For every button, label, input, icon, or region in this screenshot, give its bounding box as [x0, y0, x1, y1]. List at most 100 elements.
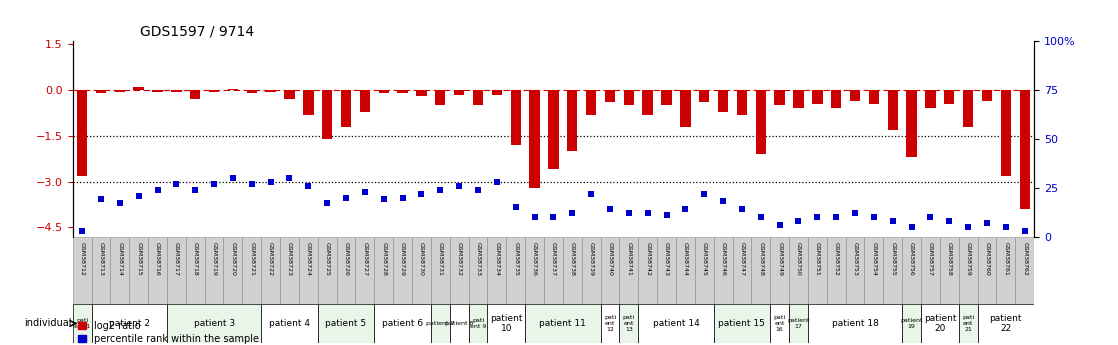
Point: [92, 197, 110, 202]
Point: [865, 214, 883, 220]
Text: GSM38761: GSM38761: [1003, 242, 1008, 276]
Bar: [619, 304, 638, 343]
Text: pati
ent 1: pati ent 1: [74, 318, 91, 329]
Text: GSM38720: GSM38720: [230, 242, 236, 276]
Point: [525, 214, 543, 220]
Point: [582, 191, 600, 196]
Bar: [228, 89, 238, 90]
Text: GSM38747: GSM38747: [739, 242, 745, 276]
Text: patient 15: patient 15: [719, 319, 766, 328]
Bar: [468, 304, 487, 343]
Bar: [850, 90, 860, 101]
Text: GSM38756: GSM38756: [909, 242, 915, 276]
Text: GDS1597 / 9714: GDS1597 / 9714: [140, 25, 254, 39]
Bar: [775, 90, 785, 106]
Bar: [808, 237, 827, 304]
Text: pati
ent
16: pati ent 16: [774, 315, 786, 332]
Bar: [492, 90, 502, 95]
Bar: [600, 304, 619, 343]
Text: GSM38746: GSM38746: [721, 242, 726, 276]
Text: GSM38750: GSM38750: [796, 242, 800, 276]
Text: GSM38719: GSM38719: [211, 242, 217, 276]
Text: GSM38725: GSM38725: [324, 242, 330, 276]
Bar: [662, 90, 672, 106]
Point: [827, 214, 845, 220]
Bar: [299, 237, 318, 304]
Bar: [262, 237, 280, 304]
Bar: [977, 304, 1034, 343]
Point: [959, 224, 977, 229]
Bar: [262, 304, 318, 343]
Bar: [167, 237, 186, 304]
Point: [338, 195, 356, 200]
Point: [846, 210, 864, 216]
Bar: [888, 90, 898, 130]
Bar: [468, 237, 487, 304]
Bar: [92, 304, 167, 343]
Bar: [605, 90, 615, 102]
Text: GSM38757: GSM38757: [928, 242, 932, 276]
Bar: [831, 90, 842, 108]
Text: GSM38760: GSM38760: [985, 242, 989, 276]
Point: [205, 181, 222, 187]
Point: [978, 220, 996, 226]
Text: GSM38726: GSM38726: [343, 242, 349, 276]
Bar: [487, 237, 506, 304]
Bar: [902, 304, 921, 343]
Text: GSM38712: GSM38712: [79, 242, 85, 276]
Text: patient 14: patient 14: [653, 319, 700, 328]
Point: [413, 191, 430, 196]
Bar: [111, 237, 130, 304]
Bar: [638, 237, 657, 304]
Bar: [869, 90, 879, 104]
Text: GSM38741: GSM38741: [626, 242, 632, 276]
Text: GSM38721: GSM38721: [249, 242, 254, 276]
Bar: [454, 90, 464, 95]
Text: patient
22: patient 22: [989, 314, 1022, 333]
Text: patient
17: patient 17: [787, 318, 809, 329]
Text: pati
ent
13: pati ent 13: [623, 315, 635, 332]
Point: [470, 187, 487, 193]
Point: [1016, 228, 1034, 234]
Text: GSM38730: GSM38730: [419, 242, 424, 276]
Point: [262, 179, 280, 185]
Point: [657, 212, 675, 218]
Bar: [926, 90, 936, 108]
Text: GSM38724: GSM38724: [306, 242, 311, 276]
Bar: [473, 90, 483, 106]
Bar: [449, 237, 468, 304]
Point: [130, 193, 148, 198]
Text: GSM38751: GSM38751: [815, 242, 819, 276]
Text: GSM38748: GSM38748: [758, 242, 764, 276]
Point: [487, 179, 505, 185]
Text: patient 18: patient 18: [832, 319, 879, 328]
Bar: [694, 237, 713, 304]
Bar: [1001, 90, 1011, 176]
Bar: [413, 237, 430, 304]
Bar: [96, 90, 106, 93]
Point: [808, 214, 826, 220]
Text: patient 2: patient 2: [108, 319, 150, 328]
Text: GSM38716: GSM38716: [155, 242, 160, 276]
Bar: [921, 304, 959, 343]
Bar: [265, 90, 276, 92]
Bar: [581, 237, 600, 304]
Legend: log2 ratio, percentile rank within the sample: log2 ratio, percentile rank within the s…: [77, 321, 259, 344]
Bar: [619, 237, 638, 304]
Bar: [375, 304, 430, 343]
Bar: [770, 304, 789, 343]
Bar: [318, 304, 375, 343]
Bar: [190, 90, 200, 99]
Bar: [360, 90, 370, 111]
Bar: [167, 304, 262, 343]
Text: GSM38742: GSM38742: [645, 242, 651, 276]
Point: [319, 200, 337, 206]
Bar: [751, 237, 770, 304]
Bar: [209, 90, 219, 92]
Bar: [756, 90, 766, 154]
Text: GSM38729: GSM38729: [400, 242, 405, 276]
Text: patient
10: patient 10: [490, 314, 522, 333]
Bar: [902, 237, 921, 304]
Point: [714, 199, 732, 204]
Point: [506, 205, 524, 210]
